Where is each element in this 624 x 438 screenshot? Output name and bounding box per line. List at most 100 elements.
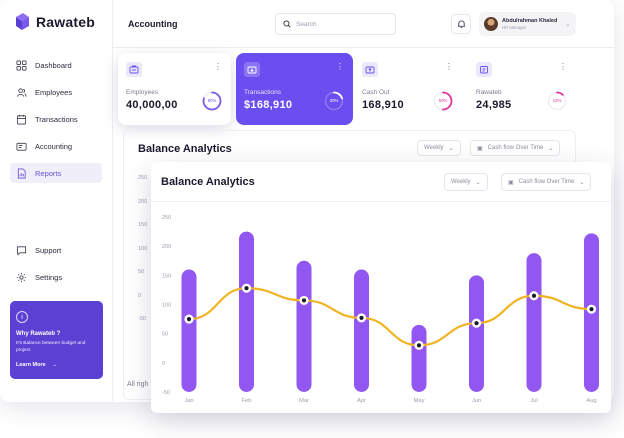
line-point-dot	[531, 293, 537, 298]
y-tick-label: 200	[162, 244, 171, 250]
stat-percent: 80%	[207, 98, 217, 103]
search-input[interactable]: Search	[275, 13, 396, 35]
stat-percent: 20%	[329, 98, 339, 103]
x-tick-label: Mar	[299, 398, 309, 404]
chevron-down-icon: ⌄	[548, 145, 554, 152]
chart-type-dropdown[interactable]: ▣ Cash flow Over Time ⌄	[470, 140, 561, 156]
bar-apr[interactable]	[354, 269, 369, 393]
stat-card-transactions[interactable]: ⋮ Transactions $168,910 20%	[236, 53, 353, 125]
line-point-dot	[244, 286, 249, 291]
progress-ring	[547, 91, 567, 111]
sidebar-item-support[interactable]: Support	[10, 240, 102, 260]
line-point-dot	[359, 315, 364, 321]
app-name: Rawateb	[36, 14, 95, 30]
more-options-icon[interactable]: ⋮	[445, 62, 453, 71]
learn-more-label: Learn More	[16, 362, 46, 369]
user-name: Abdulrahman Khaled	[502, 18, 558, 24]
rawateb-card-icon	[476, 62, 492, 77]
chart-type-label: Cash flow Over Time	[518, 179, 575, 185]
employees-card-icon	[126, 62, 142, 77]
background-y-tick: 250	[138, 175, 148, 181]
stat-label: Rawateb	[476, 89, 502, 96]
more-options-icon[interactable]: ⋮	[336, 62, 344, 71]
chart-title: Balance Analytics	[161, 176, 255, 188]
user-role: HR Manager	[502, 25, 527, 30]
x-tick-label: Apr	[357, 398, 366, 404]
top-bar: Accounting Search Abdulrahman Khaled HR …	[113, 0, 614, 48]
stat-card-rawateb[interactable]: ⋮ Rawateb 24,985 12%	[468, 53, 576, 125]
y-tick-label: 150	[162, 273, 171, 279]
background-y-tick: 50	[138, 269, 145, 275]
stat-card-employees[interactable]: ⋮ Employees 40,000,00 80%	[118, 53, 231, 125]
bar-feb[interactable]	[239, 231, 254, 392]
bar-may[interactable]	[411, 324, 427, 392]
line-point-dot	[589, 307, 594, 312]
chevron-down-icon: ⌄	[565, 21, 571, 28]
learn-more-link[interactable]: Learn More →	[16, 362, 97, 368]
sidebar-item-label: Dashboard	[35, 60, 72, 70]
sidebar-item-label: Transactions	[35, 114, 78, 124]
more-options-icon[interactable]: ⋮	[559, 62, 567, 71]
user-info: Abdulrahman Khaled HR Manager	[502, 18, 557, 30]
users-icon	[16, 87, 27, 97]
period-dropdown[interactable]: Weekly ⌄	[444, 173, 488, 191]
period-dropdown-label: Weekly	[424, 145, 444, 151]
bar-jun[interactable]	[469, 275, 484, 392]
bar-jul[interactable]	[526, 253, 542, 392]
calendar-icon	[16, 114, 27, 124]
chevron-down-icon: ⌄	[475, 179, 481, 186]
x-tick-label: Aug	[586, 398, 596, 404]
sidebar-item-label: Reports	[35, 168, 62, 178]
background-y-tick: 0	[138, 292, 142, 299]
search-icon	[283, 20, 291, 28]
sidebar-item-dashboard[interactable]: Dashboard	[10, 55, 102, 75]
sidebar-item-settings[interactable]: Settings	[10, 267, 102, 287]
stat-value: 40,000,00	[126, 99, 178, 111]
y-tick-label: -50	[162, 390, 170, 396]
sidebar-item-reports[interactable]: Reports	[10, 163, 102, 183]
footer-text: All righ	[127, 381, 149, 388]
balance-analytics-card: Balance Analytics Weekly ⌄ ▣ Cash flow O…	[151, 162, 611, 413]
sidebar-item-label: Support	[35, 245, 62, 255]
bar-mar[interactable]	[296, 260, 312, 392]
y-tick-label: 100	[162, 303, 171, 309]
rawateb-logo-icon	[16, 13, 29, 30]
page-title: Accounting	[128, 19, 178, 29]
chart-type-label: Cash flow Over Time	[487, 145, 544, 151]
period-dropdown-label: Weekly	[451, 179, 471, 185]
sidebar-item-employees[interactable]: Employees	[10, 82, 102, 102]
notification-button[interactable]	[451, 14, 471, 34]
sidebar-item-accounting[interactable]: Accounting	[10, 136, 102, 156]
search-placeholder: Search	[296, 20, 317, 28]
stat-value: 24,985	[476, 99, 512, 111]
line-point-dot	[186, 316, 192, 322]
arrow-right-icon: →	[51, 362, 58, 369]
background-y-tick: -50	[138, 316, 146, 322]
background-y-tick: 200	[138, 198, 148, 205]
x-tick-label: Jan	[184, 398, 193, 404]
stat-card-cash-out[interactable]: ⋮ Cash Out 168,910 50%	[354, 53, 462, 125]
user-menu[interactable]: Abdulrahman Khaled HR Manager ⌄	[479, 12, 576, 36]
calendar-small-icon: ▣	[477, 145, 483, 152]
bar-jan[interactable]	[181, 269, 197, 393]
stat-percent: 12%	[552, 98, 562, 103]
stat-percent: 50%	[438, 98, 448, 103]
period-dropdown[interactable]: Weekly ⌄	[417, 140, 461, 156]
promo-title: Why Rawateb ?	[16, 331, 61, 337]
sidebar-item-label: Settings	[35, 272, 63, 282]
avatar	[484, 17, 498, 31]
panel-title: Balance Analytics	[138, 143, 232, 155]
y-tick-label: 50	[162, 332, 168, 338]
logo[interactable]: Rawateb	[14, 12, 95, 32]
info-icon: i	[16, 311, 28, 323]
report-icon	[17, 168, 26, 178]
background-y-tick: 100	[138, 245, 148, 252]
chart-type-dropdown[interactable]: ▣ Cash flow Over Time ⌄	[501, 173, 592, 191]
chevron-down-icon: ⌄	[579, 179, 585, 186]
line-point-dot	[474, 321, 479, 326]
more-options-icon[interactable]: ⋮	[214, 62, 222, 71]
stat-label: Employees	[126, 89, 159, 96]
y-tick-label: 250	[162, 215, 171, 221]
sidebar-item-transactions[interactable]: Transactions	[10, 109, 102, 129]
promo-text: It's Balance between budget and project	[16, 341, 86, 354]
